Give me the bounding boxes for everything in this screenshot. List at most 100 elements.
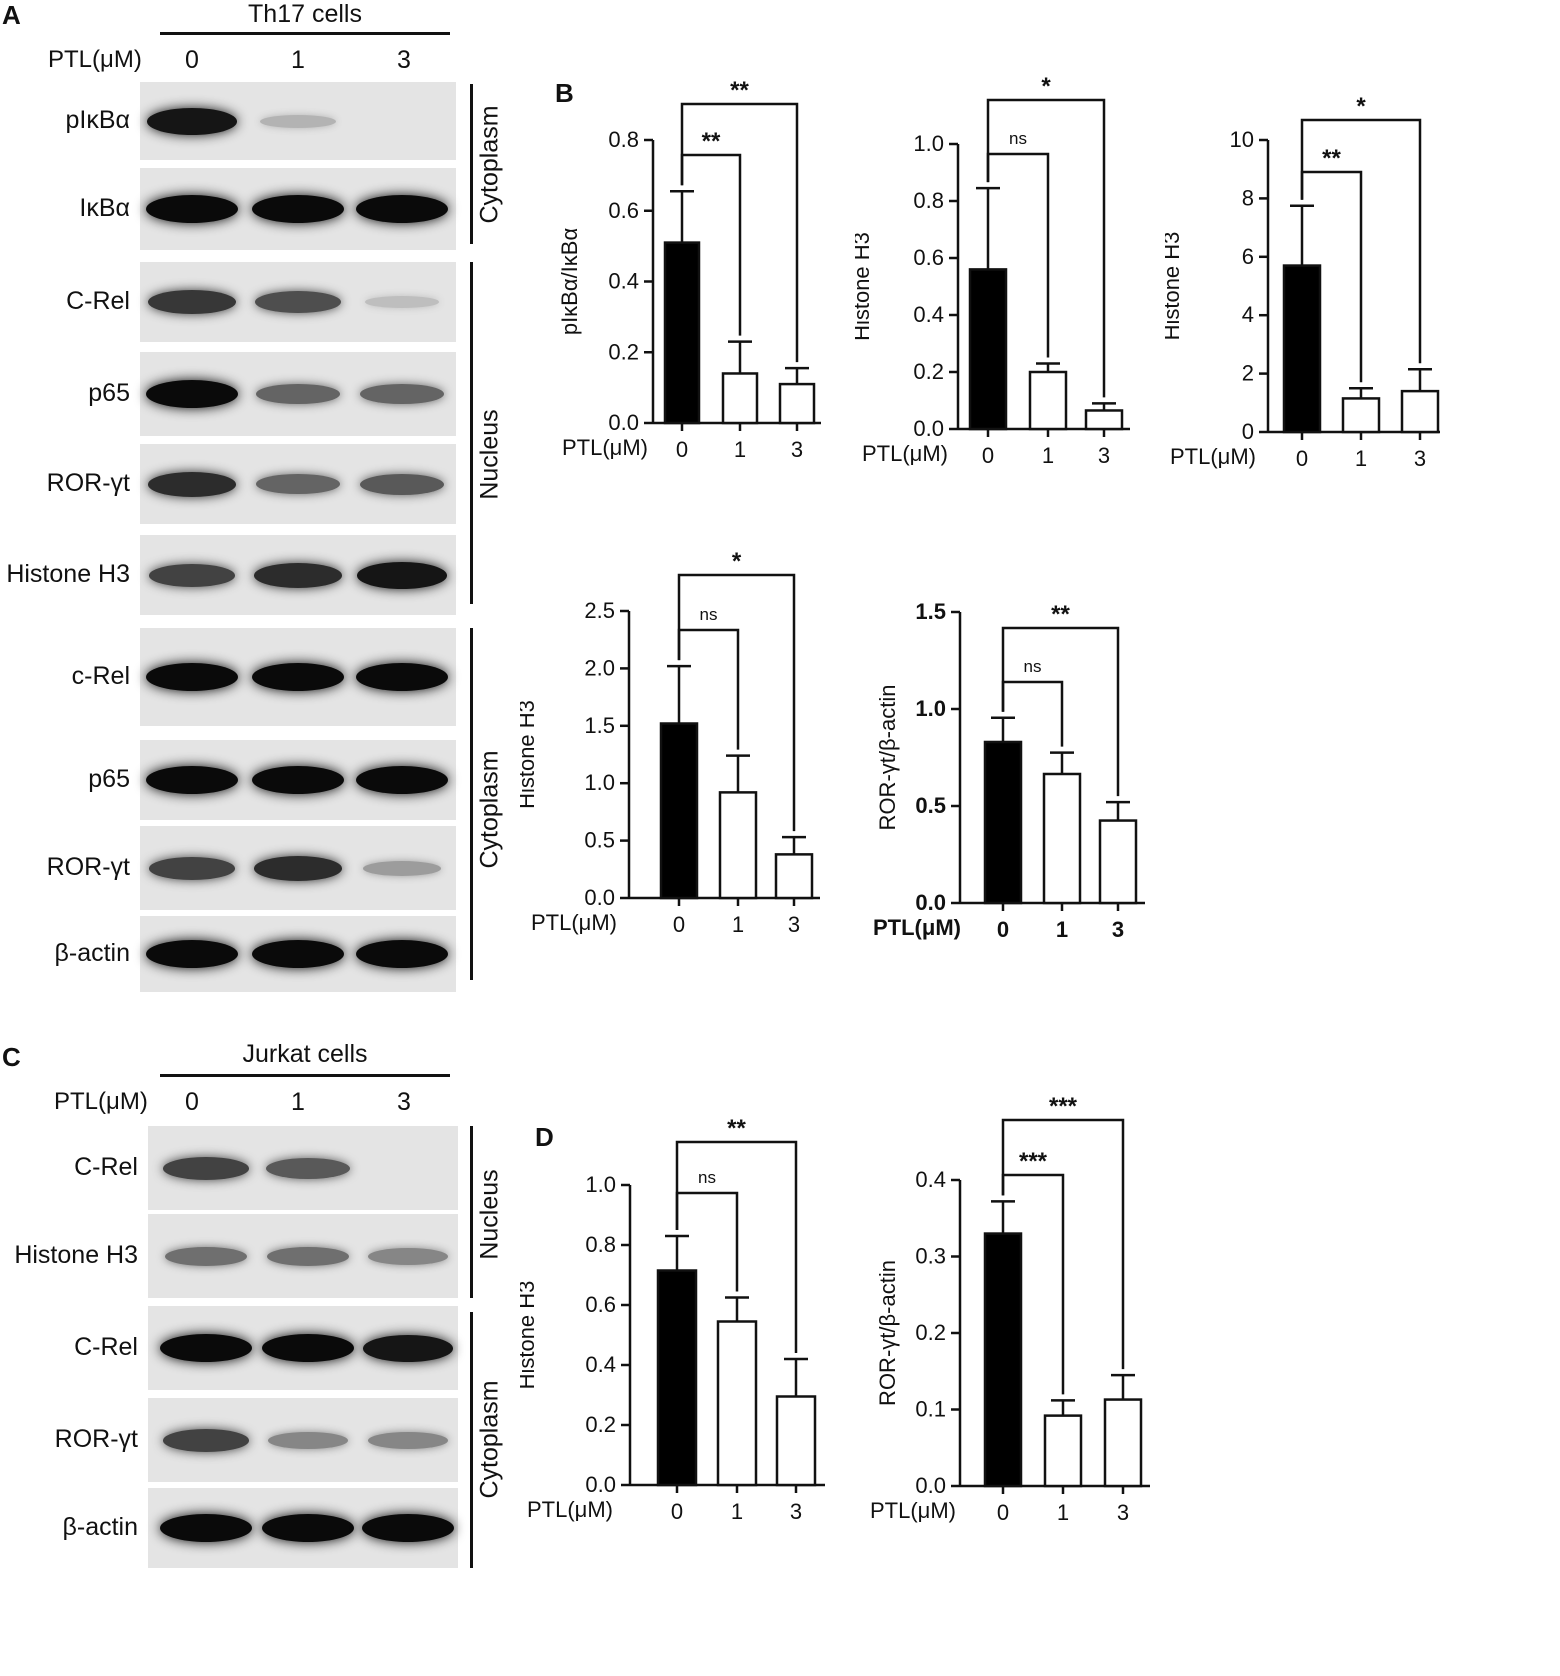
x-axis-label: PTL(μM) (531, 910, 617, 935)
chart-b1: 0.0 0.2 0.4 0.6 0.8 0 1 3 PTL(μM) pIκBα/IκBα ** ** (557, 77, 821, 462)
x-tick-label: 0 (982, 443, 994, 468)
panel-c-ptl-label: PTL(μM) (54, 1088, 148, 1115)
significance-bracket (986, 98, 1106, 398)
panel-a-ptl-label: PTL(μM) (48, 46, 142, 73)
y-tick-label: 0.4 (915, 1167, 946, 1192)
bar (659, 722, 699, 900)
y-tick-label: 0.6 (585, 1292, 616, 1317)
y-tick-label: 4 (1242, 302, 1254, 327)
blot-band (256, 384, 340, 404)
panel-letter-d: D (535, 1122, 554, 1152)
blot-band (252, 766, 344, 794)
blot-band (368, 1247, 448, 1265)
y-axis-label: Histone H3 (1165, 232, 1184, 341)
y-tick-label: 1.5 (584, 713, 615, 738)
significance-label: *** (1019, 1148, 1048, 1175)
x-tick-label: 0 (997, 1500, 1009, 1525)
bar (1400, 389, 1440, 434)
y-tick-label: 1.0 (584, 770, 615, 795)
blot-label-actin: β-actin (54, 939, 130, 967)
x-tick-label: 3 (788, 912, 800, 937)
blot-label-c-rel: C-Rel (74, 1153, 138, 1181)
y-tick-label: 0.4 (608, 269, 639, 294)
y-tick-label: 1.0 (585, 1172, 616, 1197)
blot-band (360, 384, 444, 404)
bar (1103, 1398, 1143, 1488)
x-axis-label: PTL(μM) (527, 1497, 613, 1522)
blot-band (148, 856, 236, 880)
blot-band (162, 1156, 250, 1180)
x-tick-label: 1 (734, 437, 746, 462)
blot-band (260, 114, 336, 128)
panel-a-bracket-cytoplasm-1 (470, 84, 473, 244)
x-axis-label: PTL(μM) (862, 441, 948, 466)
y-tick-label: 0.2 (608, 339, 639, 364)
y-tick-label: 0.0 (913, 416, 944, 441)
bar (656, 1269, 698, 1487)
x-axis-label: PTL(μM) (870, 1498, 956, 1523)
blot-band (146, 195, 238, 223)
blot-label-c-rel: c-Rel (71, 662, 130, 690)
y-tick-label: 0.2 (915, 1320, 946, 1345)
blot-label-c-rel: C-Rel (74, 1333, 138, 1361)
y-tick-label: 0.8 (585, 1232, 616, 1257)
x-tick-label: 0 (997, 917, 1009, 942)
y-tick-label: 0.1 (915, 1397, 946, 1422)
panel-letter-b: B (555, 78, 574, 108)
x-tick-label: 1 (1355, 446, 1367, 471)
y-tick-label: 0.6 (913, 245, 944, 270)
blot-band (362, 1514, 454, 1542)
significance-bracket (675, 1140, 798, 1353)
y-axis-label: Histone H3 (520, 1281, 539, 1390)
blot-band (268, 1431, 348, 1449)
bar (968, 268, 1008, 431)
panel-c-bracket-label-cytoplasm: Cytoplasm (475, 1380, 504, 1499)
significance-bracket (1001, 626, 1120, 797)
panel-c-dose-0: 0 (185, 1088, 199, 1116)
x-axis-label: PTL(μM) (873, 915, 961, 940)
bar (983, 740, 1023, 905)
blot-label-histone-h3: Histone H3 (6, 560, 130, 588)
significance-label: * (1356, 93, 1366, 120)
x-tick-label: 1 (1057, 1500, 1069, 1525)
blot-band (252, 940, 344, 968)
blot-band (368, 1431, 448, 1449)
bar (1282, 264, 1322, 434)
y-axis-label: ROR-γt/β-actin (875, 1260, 900, 1406)
y-axis-label: Histone H3 (855, 232, 874, 341)
significance-label: ns (698, 1168, 716, 1187)
blot-label-actin: β-actin (62, 1513, 138, 1541)
bar (778, 382, 816, 425)
significance-label: *** (1049, 1093, 1078, 1120)
bar (716, 1320, 758, 1487)
y-tick-label: 0.0 (915, 1473, 946, 1498)
blot-label-p65: p65 (88, 379, 130, 407)
significance-bracket (1001, 1118, 1125, 1370)
blot-band (362, 1334, 454, 1362)
blot-band (147, 471, 237, 497)
blot-label-pi-b: pIκBα (65, 106, 130, 134)
bar (1098, 819, 1138, 905)
panel-c-cell-title: Jurkat cells (242, 1040, 368, 1068)
panel-letter-c: C (2, 1042, 21, 1072)
significance-label: ** (727, 1115, 746, 1142)
significance-label: ** (730, 77, 749, 104)
blot-band (255, 291, 341, 313)
blot-label-i-b: IκBα (79, 194, 130, 222)
x-axis-label: PTL(μM) (1170, 444, 1256, 469)
y-tick-label: 0.0 (585, 1472, 616, 1497)
blot-label-ror-t: ROR-γt (46, 469, 130, 497)
chart-d2: 0.0 0.1 0.2 0.3 0.4 0 1 3 PTL(μM) ROR-γt/β-actin *… (870, 1093, 1150, 1525)
blot-band (363, 860, 441, 876)
blot-label-histone-h3: Histone H3 (14, 1241, 138, 1269)
bar (721, 372, 759, 425)
blot-band (160, 1514, 252, 1542)
blot-band (146, 107, 238, 135)
x-tick-label: 1 (1056, 917, 1068, 942)
blot-band (356, 195, 448, 223)
bar (718, 791, 758, 900)
y-tick-label: 2.5 (584, 598, 615, 623)
significance-label: ns (1024, 657, 1042, 676)
blot-band (266, 1246, 350, 1266)
